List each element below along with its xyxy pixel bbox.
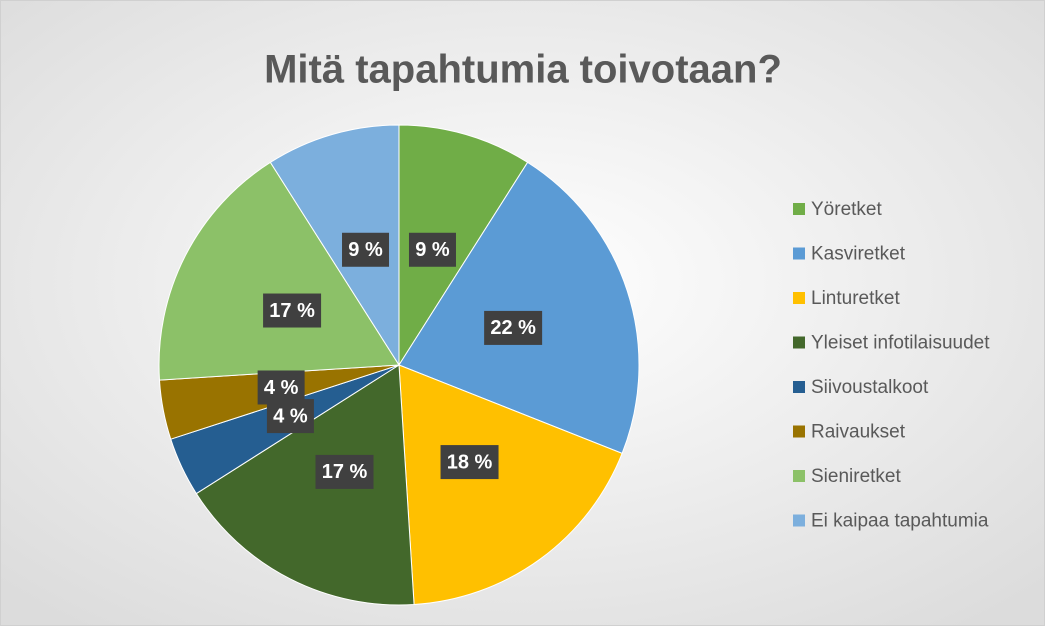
label-box: [257, 370, 305, 405]
label-box: [408, 232, 456, 267]
legend-swatch: [793, 203, 805, 215]
data-label: 18 %: [447, 451, 493, 473]
label-box: [342, 232, 390, 267]
legend-swatch: [793, 292, 805, 304]
legend: Yöretket Kasviretket Linturetket Yleiset in…: [793, 199, 990, 532]
legend-label: Yöretket: [811, 199, 882, 220]
pie: [158, 124, 640, 606]
legend-swatch: [793, 381, 805, 393]
data-label: 4 %: [273, 405, 308, 427]
legend-swatch: [793, 425, 805, 438]
pie-slice: [269, 124, 400, 367]
legend-label: Sieniretket: [811, 466, 901, 487]
legend-swatch: [793, 470, 805, 482]
pie-slice: [195, 364, 415, 606]
pie-slice: [398, 161, 640, 454]
legend-label: Raivaukset: [811, 422, 906, 443]
legend-swatch: [793, 247, 805, 260]
data-label: 4 %: [264, 377, 299, 399]
data-label: 22 %: [490, 317, 536, 339]
legend-label: Siivoustalkoot: [811, 377, 929, 398]
legend-label: Kasviretket: [811, 244, 906, 265]
legend-label: Yleiset infotilaisuudet: [811, 333, 990, 354]
label-box: [440, 445, 499, 480]
label-box: [484, 310, 543, 345]
label-box: [315, 454, 374, 489]
pie-slice: [398, 124, 529, 367]
label-box: [266, 399, 314, 434]
pie-slice: [398, 364, 623, 606]
data-label: 9 %: [348, 239, 383, 261]
pie-slice: [158, 161, 400, 381]
data-label: 9 %: [415, 239, 450, 261]
chart-title: Mitä tapahtumia toivotaan?: [264, 48, 782, 92]
data-labels: 9 % 22 % 18 % 17 % 4 % 4 % 17 % 9 %: [257, 232, 543, 489]
label-box: [263, 293, 322, 328]
legend-label: Linturetket: [811, 288, 900, 309]
data-label: 17 %: [322, 461, 368, 483]
legend-swatch: [793, 514, 805, 527]
data-label: 17 %: [269, 300, 315, 322]
legend-label: Ei kaipaa tapahtumia: [811, 511, 989, 532]
legend-swatch: [793, 336, 805, 349]
